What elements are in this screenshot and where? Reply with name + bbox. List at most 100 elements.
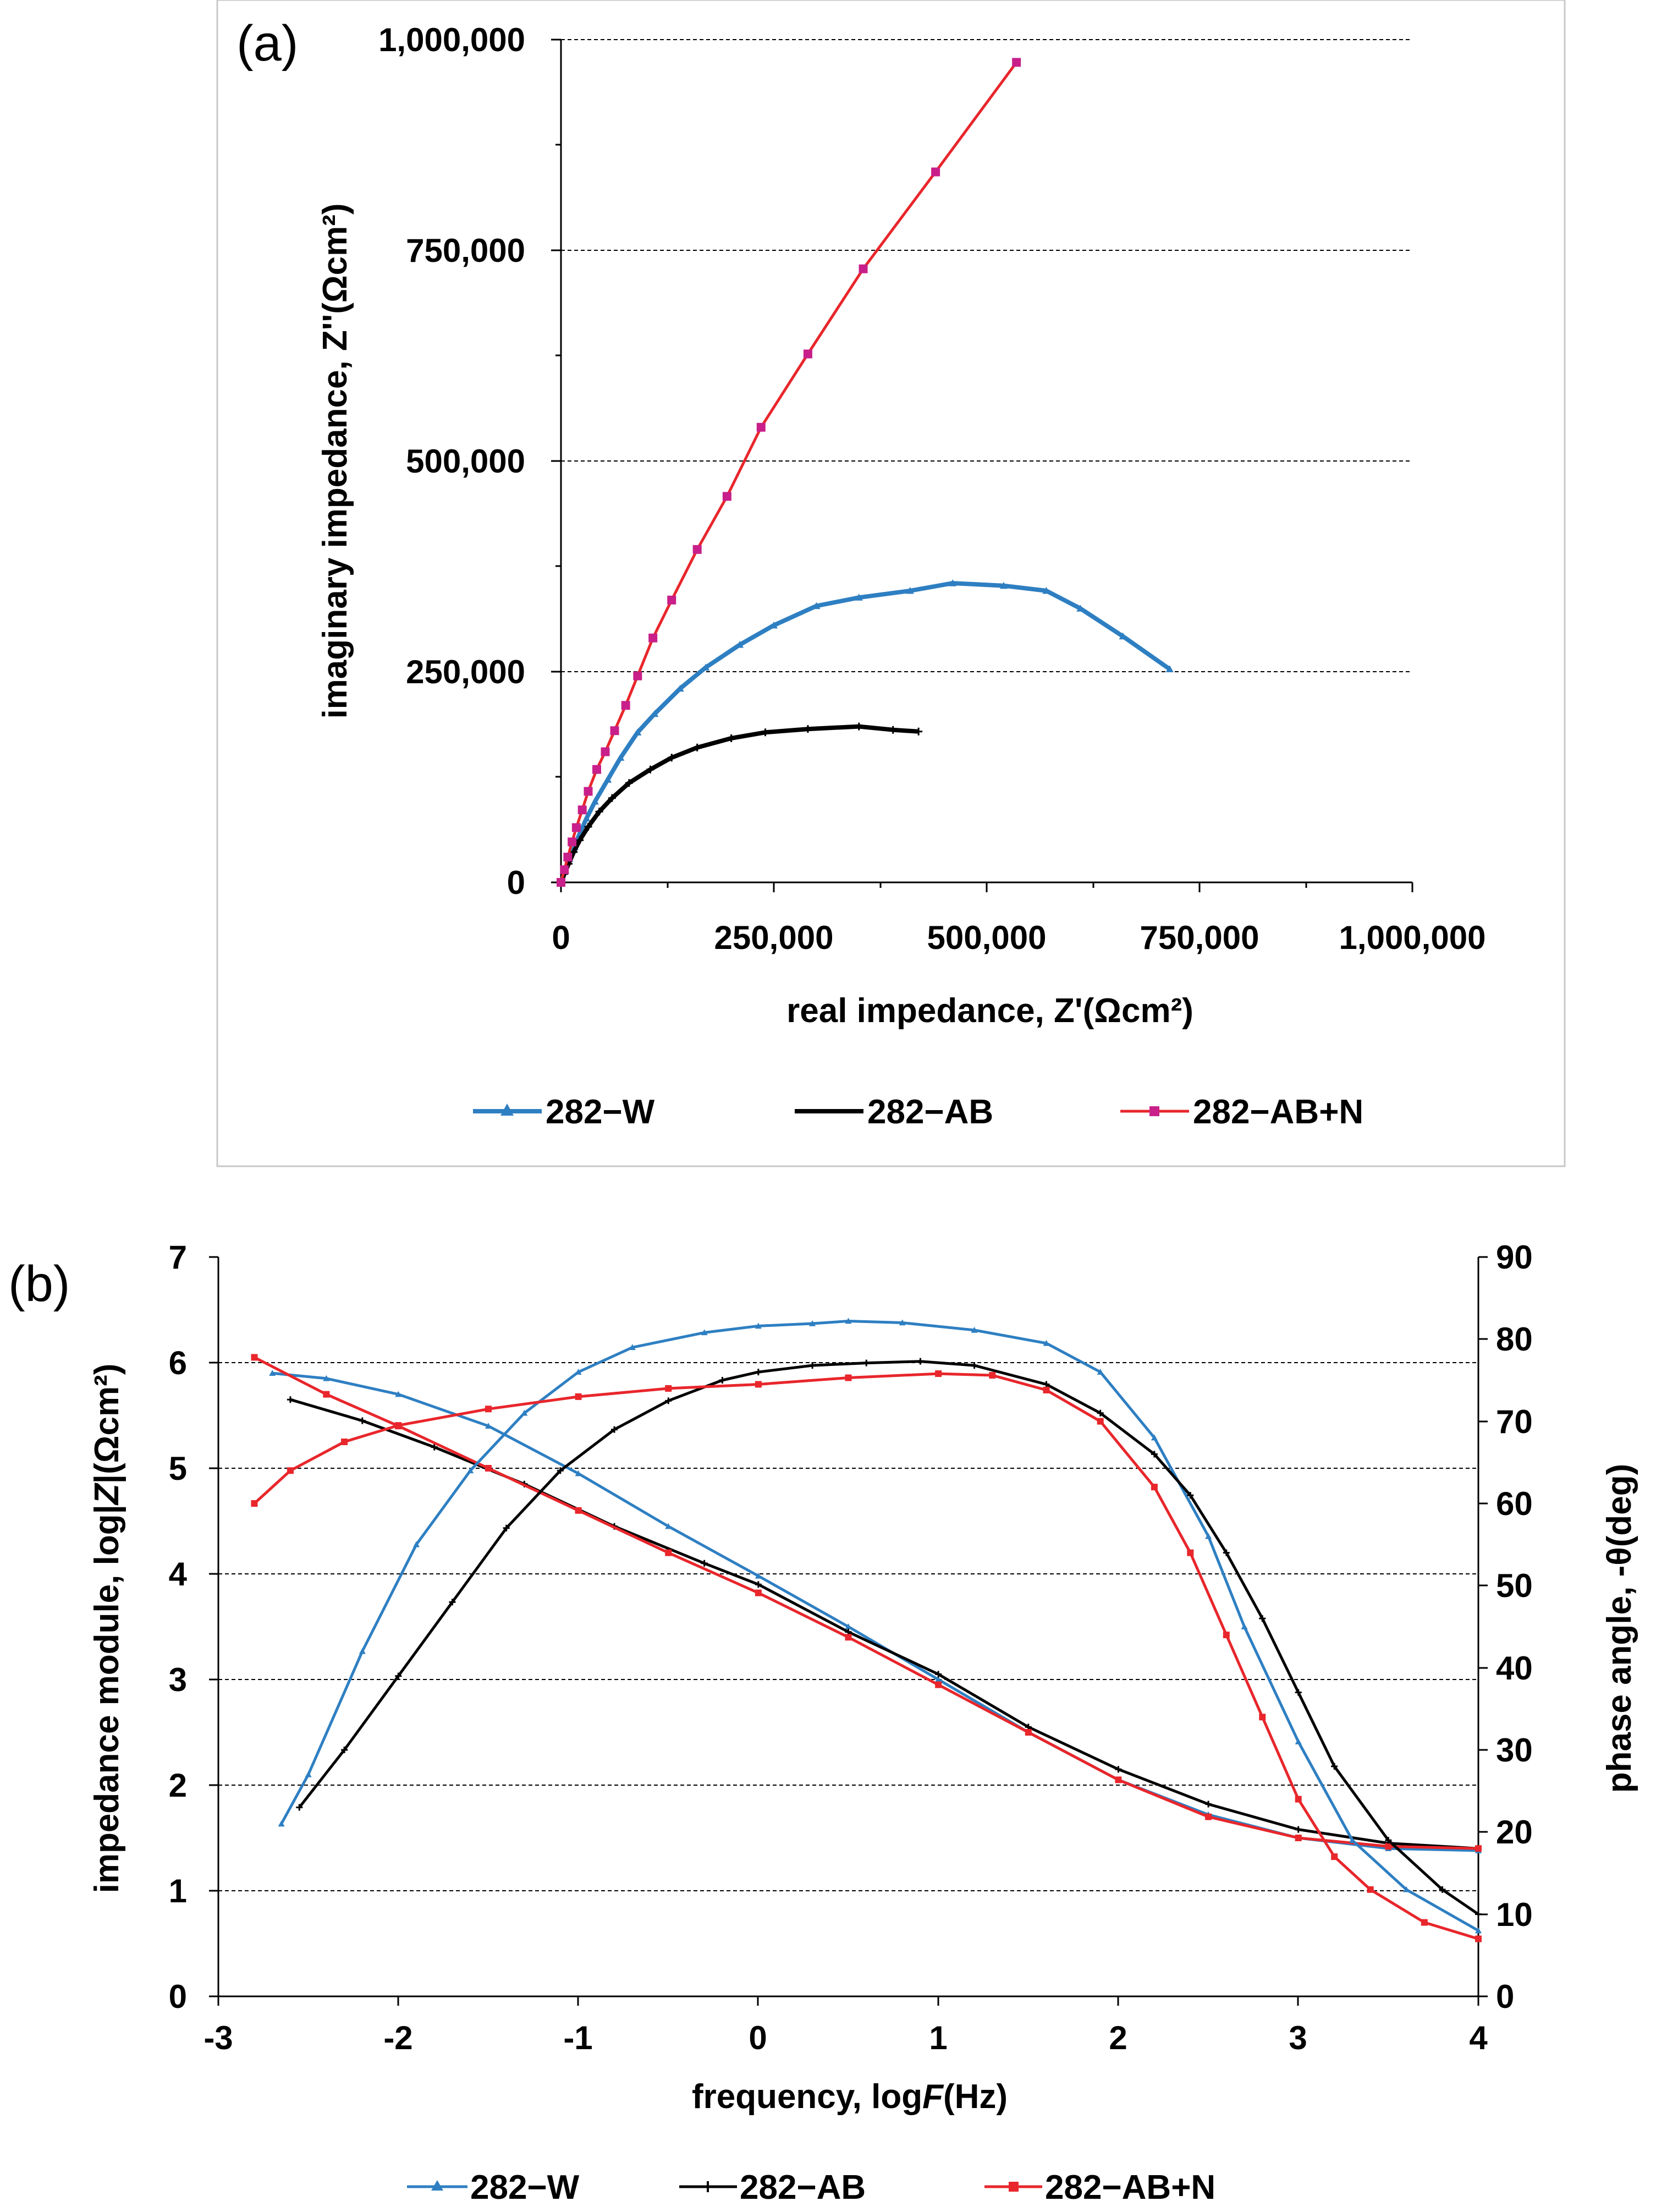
a-legend-marker bbox=[500, 1104, 514, 1116]
b-phase-point-282-w bbox=[575, 1369, 582, 1375]
b-phase-point-282-ab-n bbox=[755, 1381, 762, 1388]
b-y-axis-title-suffix: |(Ωcm²) bbox=[88, 1364, 126, 1484]
a-point-282-ab bbox=[855, 722, 863, 731]
b-modulus-point-282-ab bbox=[935, 1671, 942, 1678]
a-point-282-ab-n bbox=[756, 422, 766, 432]
b-x-tick-label: -2 bbox=[383, 2019, 412, 2056]
a-legend-label-282-ab-n: 282−AB+N bbox=[1193, 1093, 1363, 1131]
b-y2-axis-title: phase angle, -θ(deg) bbox=[1600, 1464, 1638, 1793]
b-legend-marker bbox=[1009, 2182, 1019, 2192]
b-modulus-point-282-ab-n bbox=[845, 1634, 852, 1641]
b-phase-point-282-ab bbox=[503, 1524, 510, 1532]
b-phase-point-282-ab-n bbox=[395, 1422, 402, 1429]
a-legend-label-282-ab: 282−AB bbox=[867, 1093, 993, 1131]
b-phase-point-282-ab-n bbox=[575, 1393, 582, 1400]
a-point-282-ab-n bbox=[621, 701, 630, 710]
a-point-282-w bbox=[812, 602, 821, 610]
b-phase-point-282-ab-n bbox=[935, 1370, 942, 1377]
b-legend: 282−W 282−AB 282−AB+N bbox=[407, 2169, 1215, 2206]
b-modulus-point-282-ab-n bbox=[251, 1354, 258, 1361]
b-modulus-point-282-w bbox=[665, 1523, 672, 1529]
a-point-282-ab bbox=[727, 734, 735, 743]
b-phase-point-282-w bbox=[1043, 1340, 1050, 1346]
panel-a-frame bbox=[216, 0, 1566, 1167]
b-modulus-point-282-ab-n bbox=[755, 1589, 762, 1596]
b-x-tick-label: 2 bbox=[1109, 2019, 1127, 2056]
b-phase-point-282-ab bbox=[1043, 1381, 1050, 1388]
b-legend-label-282-ab-n: 282−AB+N bbox=[1045, 2169, 1215, 2206]
b-phase-point-282-ab-n bbox=[1151, 1484, 1158, 1491]
a-legend: 282−W 282−AB 282−AB+N bbox=[473, 1093, 1363, 1131]
b-y-tick-label: 7 bbox=[169, 1239, 187, 1276]
b-modulus-point-282-w bbox=[269, 1370, 276, 1376]
a-point-282-w bbox=[736, 640, 744, 648]
a-y-tick-label: 750,000 bbox=[406, 232, 525, 269]
a-point-282-ab-n bbox=[557, 878, 565, 887]
a-x-tick-label: 500,000 bbox=[927, 919, 1047, 956]
b-y2-tick-label: 40 bbox=[1496, 1650, 1533, 1687]
b-phase-point-282-w bbox=[467, 1467, 474, 1474]
a-point-282-w bbox=[617, 754, 625, 761]
b-phase-point-282-ab bbox=[719, 1377, 726, 1384]
b-phase-point-282-w bbox=[809, 1320, 816, 1326]
b-x-tick-label: 3 bbox=[1289, 2019, 1307, 2056]
a-point-282-ab-n bbox=[568, 837, 577, 847]
b-phase-point-282-w bbox=[1475, 1927, 1482, 1934]
a-point-282-ab bbox=[625, 779, 633, 787]
b-phase-point-282-w bbox=[701, 1329, 708, 1336]
b-modulus-point-282-ab bbox=[1295, 1826, 1302, 1833]
b-phase-point-282-ab bbox=[611, 1426, 618, 1433]
b-phase-point-282-ab-n bbox=[989, 1372, 996, 1379]
a-x-tick-label: 1,000,000 bbox=[1339, 919, 1486, 956]
a-point-282-ab-n bbox=[563, 853, 573, 862]
a-point-282-ab-n bbox=[859, 264, 868, 273]
b-phase-point-282-ab bbox=[665, 1397, 672, 1404]
b-y-tick-label: 1 bbox=[169, 1873, 187, 1909]
a-point-282-ab-n bbox=[633, 671, 642, 680]
a-series-282-w bbox=[557, 579, 1174, 886]
b-phase-point-282-ab-n bbox=[1421, 1919, 1428, 1926]
a-point-282-ab-n bbox=[667, 595, 676, 605]
b-phase-point-282-w bbox=[1403, 1886, 1410, 1892]
b-y-tick-label: 5 bbox=[169, 1450, 187, 1487]
b-x-tick-label: -3 bbox=[203, 2019, 233, 2056]
a-x-tick-label: 0 bbox=[552, 919, 570, 956]
b-phase-point-282-ab-n bbox=[665, 1385, 672, 1392]
a-point-282-ab bbox=[668, 754, 676, 762]
b-phase-point-282-ab-n bbox=[341, 1439, 348, 1445]
b-phase-point-282-ab bbox=[1385, 1837, 1392, 1844]
a-point-282-w bbox=[1042, 586, 1050, 594]
a-y-tick-label: 500,000 bbox=[406, 443, 525, 480]
b-modulus-series-282-ab-n bbox=[251, 1354, 1482, 1852]
b-phase-point-282-w bbox=[1205, 1533, 1212, 1539]
b-modulus-point-282-ab-n bbox=[323, 1391, 330, 1398]
b-phase-point-282-w bbox=[899, 1319, 906, 1326]
b-modulus-point-282-w bbox=[845, 1623, 852, 1629]
a-point-282-ab bbox=[693, 743, 701, 751]
a-point-282-ab bbox=[576, 836, 584, 844]
b-phase-point-282-w bbox=[413, 1541, 420, 1547]
b-modulus-point-282-ab bbox=[701, 1560, 708, 1567]
a-point-282-ab-n bbox=[560, 865, 569, 875]
b-legend-marker bbox=[431, 2180, 443, 2191]
b-y-tick-label: 2 bbox=[169, 1767, 187, 1804]
b-x-axis-title-suffix: (Hz) bbox=[943, 2078, 1008, 2116]
b-phase-point-282-ab bbox=[1259, 1615, 1266, 1622]
b-phase-point-282-w bbox=[755, 1322, 762, 1329]
b-phase-series-282-ab-n bbox=[251, 1370, 1482, 1942]
b-modulus-point-282-w bbox=[485, 1423, 492, 1429]
a-point-282-ab-n bbox=[1012, 58, 1021, 67]
b-phase-point-282-ab bbox=[557, 1467, 564, 1474]
b-x-tick-label: 1 bbox=[929, 2019, 947, 2056]
b-phase-point-282-w bbox=[1097, 1369, 1104, 1375]
b-phase-point-282-ab-n bbox=[1295, 1796, 1302, 1803]
a-line-282-ab bbox=[559, 724, 919, 883]
b-x-ticks: -3 -2 -1 0 1 2 3 4 bbox=[203, 1996, 1488, 2056]
b-phase-point-282-ab bbox=[1151, 1451, 1158, 1458]
b-phase-point-282-w bbox=[359, 1648, 366, 1654]
a-point-282-w bbox=[770, 621, 778, 629]
b-phase-point-282-ab bbox=[1439, 1886, 1446, 1893]
a-x-ticks: 0 250,000 500,000 750,000 1,000,000 bbox=[552, 882, 1486, 956]
b-y2-tick-label: 0 bbox=[1496, 1978, 1514, 2015]
b-x-tick-label: 0 bbox=[749, 2019, 767, 2056]
